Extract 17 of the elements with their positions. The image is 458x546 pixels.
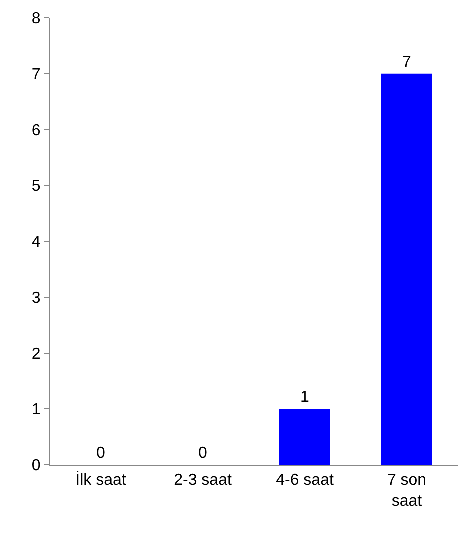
y-tick-label: 5: [32, 178, 41, 196]
data-label: 1: [300, 389, 310, 406]
data-label: 0: [96, 445, 106, 462]
x-tick-label: 2-3 saat: [174, 472, 232, 490]
x-tick-label: İlk saat: [76, 471, 127, 490]
y-tick-label: 0: [32, 458, 41, 475]
y-tick-label: 3: [32, 290, 41, 307]
y-tick-label: 4: [32, 234, 41, 252]
y-tick-label: 7: [32, 66, 41, 84]
x-tick-label: 4-6 saat: [276, 472, 334, 490]
y-tick-label: 1: [32, 402, 41, 419]
data-label: 7: [402, 54, 412, 71]
y-tick-label: 8: [32, 10, 41, 28]
y-tick-label: 2: [32, 346, 41, 363]
y-tick-label: 6: [32, 122, 41, 140]
data-label: 0: [198, 445, 208, 462]
x-tick-label: 7 son saat: [387, 472, 427, 510]
